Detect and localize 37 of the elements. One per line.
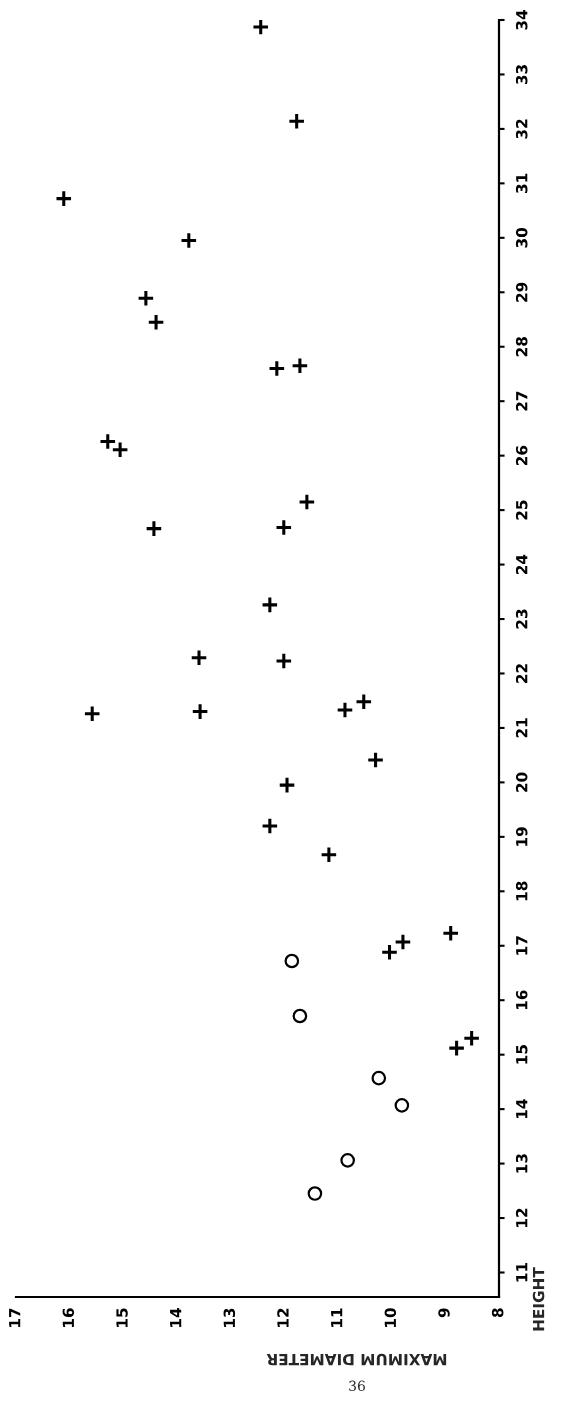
x-tick-label: 16 (62, 1308, 75, 1327)
y-tick-label: 23 (515, 609, 528, 629)
y-tick-label: 21 (515, 718, 528, 738)
y-tick-label: 27 (515, 391, 528, 411)
y-tick-label: 31 (515, 173, 528, 193)
x-axis-title: MAXIMUM DIAMETER (266, 1353, 447, 1366)
y-tick-label: 16 (515, 990, 528, 1010)
y-tick-label: 25 (515, 500, 528, 520)
x-tick-label: 14 (170, 1308, 182, 1327)
y-tick-label: 17 (516, 936, 528, 955)
x-tick-label: 9 (438, 1308, 450, 1318)
y-tick-label: 20 (515, 772, 528, 792)
y-tick-label: 12 (515, 1208, 528, 1227)
y-tick-label: 11 (516, 1262, 528, 1282)
y-axis-title: HEIGHT (532, 1267, 545, 1331)
y-tick-label: 18 (515, 881, 528, 901)
y-tick-label: 22 (515, 664, 528, 683)
y-tick-label: 19 (515, 827, 528, 846)
y-tick-label: 30 (515, 227, 528, 248)
x-tick-label: 15 (116, 1308, 128, 1327)
y-tick-label: 33 (515, 65, 528, 85)
y-tick-label: 26 (515, 445, 528, 466)
y-tick-label: 28 (515, 337, 528, 357)
y-tick-label: 24 (515, 554, 528, 574)
y-tick-label: 34 (515, 10, 528, 30)
x-tick-label: 8 (491, 1308, 504, 1318)
y-tick-label: 15 (516, 1045, 528, 1064)
y-tick-label: 29 (515, 282, 528, 302)
x-tick-label: 12 (277, 1308, 289, 1327)
y-tick-label: 14 (516, 1099, 528, 1119)
x-tick-label: 11 (331, 1308, 343, 1327)
y-tick-label: 32 (515, 119, 528, 139)
x-tick-label: 17 (9, 1308, 21, 1327)
x-tick-label: 10 (384, 1308, 397, 1327)
x-tick-label: 13 (223, 1308, 236, 1327)
y-tick-label: 13 (515, 1154, 528, 1173)
text: 36 (349, 1380, 365, 1392)
